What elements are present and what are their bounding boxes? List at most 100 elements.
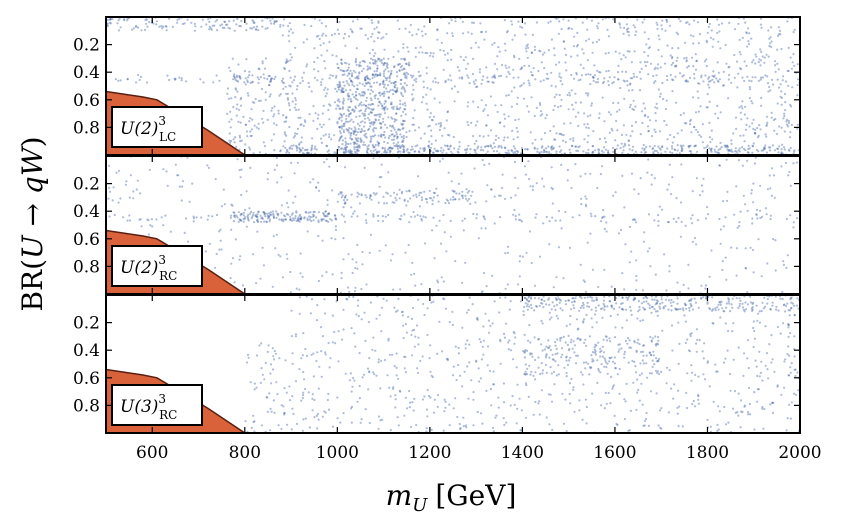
- scatter-point: [372, 215, 375, 218]
- scatter-point: [377, 415, 381, 418]
- scatter-point: [445, 152, 448, 155]
- scatter-point: [383, 147, 386, 150]
- scatter-point: [555, 93, 558, 96]
- scatter-point: [609, 113, 612, 116]
- scatter-point: [730, 81, 733, 84]
- scatter-point: [723, 310, 726, 313]
- scatter-point: [405, 75, 408, 78]
- scatter-point: [498, 311, 501, 314]
- scatter-point: [645, 411, 648, 415]
- scatter-point: [483, 218, 486, 221]
- scatter-point: [550, 372, 553, 375]
- scatter-point: [538, 413, 541, 416]
- scatter-point: [559, 339, 562, 342]
- scatter-point: [379, 127, 382, 130]
- scatter-point: [343, 73, 346, 76]
- scatter-point: [535, 21, 539, 24]
- scatter-point: [774, 60, 777, 63]
- scatter-point: [668, 264, 671, 268]
- scatter-point: [344, 144, 347, 147]
- scatter-point: [233, 211, 236, 214]
- scatter-point: [709, 36, 713, 39]
- scatter-point: [345, 62, 348, 65]
- scatter-point: [711, 309, 714, 312]
- scatter-point: [275, 233, 278, 236]
- scatter-point: [324, 34, 328, 37]
- scatter-point: [356, 215, 359, 218]
- scatter-point: [359, 64, 362, 67]
- scatter-point: [372, 123, 375, 126]
- scatter-point: [264, 98, 267, 101]
- scatter-point: [669, 301, 672, 304]
- scatter-point: [726, 144, 729, 147]
- scatter-point: [547, 77, 550, 80]
- scatter-point: [327, 392, 330, 396]
- scatter-point: [714, 150, 717, 153]
- scatter-point: [358, 71, 361, 74]
- scatter-point: [418, 75, 421, 78]
- scatter-point: [445, 198, 448, 201]
- scatter-point: [350, 150, 353, 153]
- scatter-point: [652, 151, 655, 154]
- scatter-point: [558, 298, 562, 301]
- scatter-point: [410, 333, 413, 337]
- scatter-point: [688, 23, 691, 26]
- scatter-point: [754, 76, 757, 79]
- scatter-point: [665, 99, 668, 102]
- scatter-point: [383, 70, 386, 73]
- scatter-point: [681, 307, 685, 310]
- scatter-point: [691, 214, 694, 217]
- scatter-point: [365, 82, 368, 85]
- scatter-point: [425, 102, 428, 105]
- scatter-point: [426, 307, 429, 310]
- scatter-point: [276, 164, 279, 167]
- scatter-point: [651, 359, 654, 362]
- scatter-point: [539, 110, 543, 113]
- scatter-point: [348, 113, 351, 116]
- scatter-point: [365, 136, 368, 139]
- scatter-point: [682, 74, 685, 77]
- scatter-point: [657, 151, 660, 154]
- scatter-point: [140, 225, 143, 228]
- scatter-point: [499, 340, 502, 343]
- scatter-point: [273, 350, 276, 353]
- scatter-point: [374, 143, 377, 147]
- scatter-point: [440, 41, 443, 44]
- scatter-point: [619, 86, 622, 90]
- scatter-point: [340, 89, 343, 92]
- scatter-point: [379, 94, 382, 97]
- scatter-point: [533, 147, 536, 150]
- scatter-point: [401, 85, 404, 88]
- scatter-point: [414, 150, 417, 153]
- scatter-point: [181, 22, 184, 26]
- scatter-point: [326, 199, 329, 202]
- scatter-point: [641, 359, 644, 362]
- scatter-point: [660, 298, 663, 301]
- scatter-point: [618, 306, 621, 309]
- scatter-point: [239, 121, 242, 124]
- scatter-point: [719, 47, 722, 50]
- y-tick-label: 0.4: [73, 202, 100, 222]
- scatter-point: [397, 128, 400, 131]
- scatter-point: [549, 20, 552, 23]
- scatter-point: [496, 68, 499, 71]
- scatter-point: [256, 215, 259, 219]
- scatter-point: [399, 128, 402, 132]
- scatter-point: [516, 130, 519, 133]
- scatter-point: [268, 392, 271, 395]
- scatter-point: [471, 21, 474, 24]
- scatter-point: [272, 133, 275, 136]
- scatter-point: [757, 150, 760, 153]
- scatter-point: [436, 38, 439, 41]
- scatter-point: [324, 215, 327, 218]
- scatter-point: [339, 112, 342, 115]
- scatter-point: [499, 74, 503, 77]
- scatter-point: [789, 296, 792, 300]
- scatter-point: [695, 328, 699, 331]
- scatter-point: [290, 335, 294, 338]
- scatter-point: [634, 33, 637, 37]
- scatter-point: [746, 357, 749, 360]
- scatter-point: [479, 148, 483, 152]
- scatter-point: [785, 304, 788, 308]
- scatter-point: [331, 54, 334, 57]
